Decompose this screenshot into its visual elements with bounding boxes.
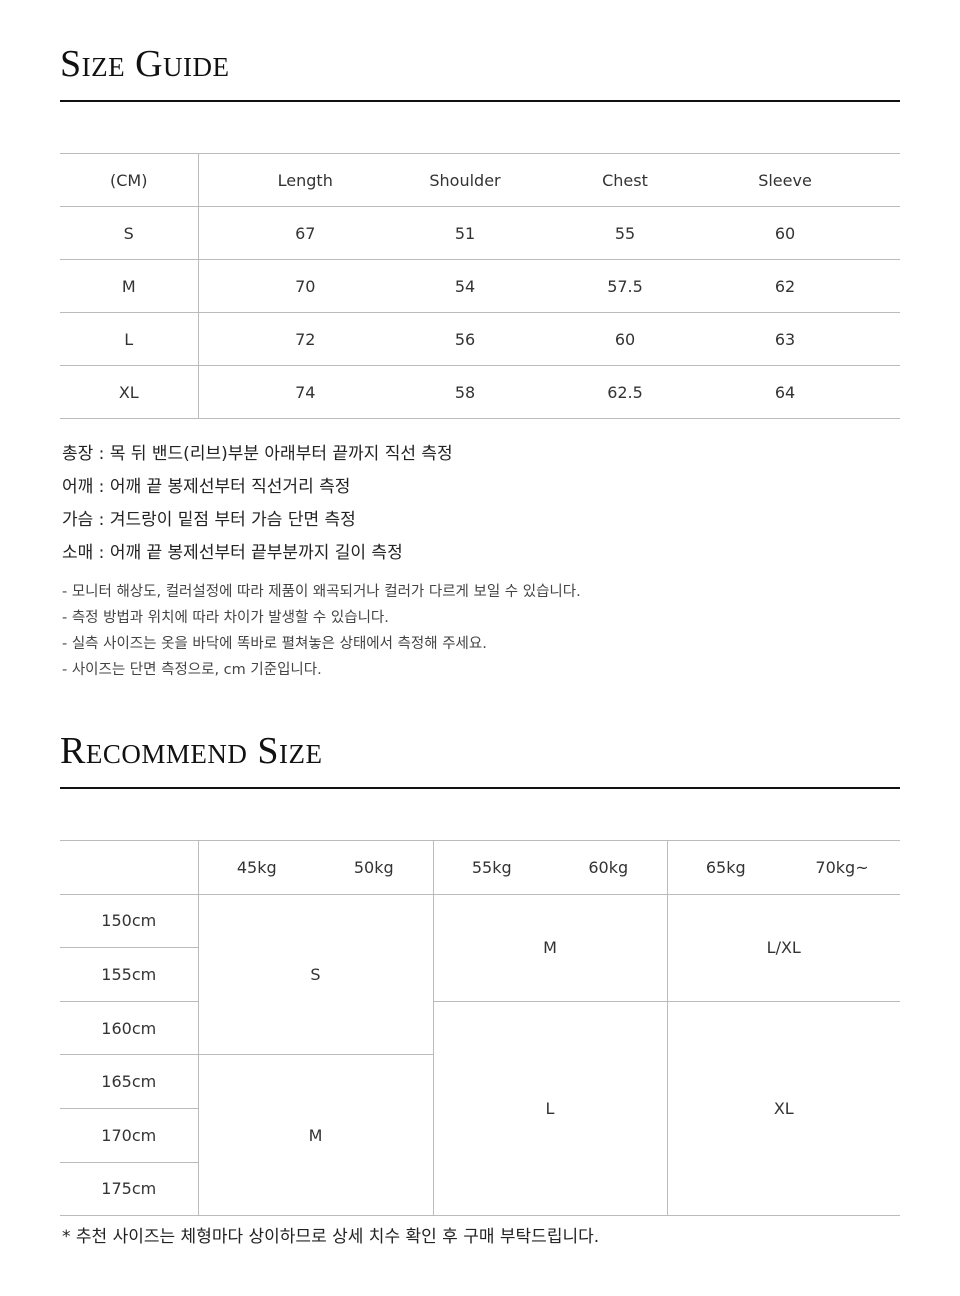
cell: 64: [705, 365, 865, 419]
cell: 60: [545, 312, 705, 366]
size-label: M: [60, 259, 199, 313]
weight-label: 55kg: [433, 840, 550, 895]
size-guide-table: (CM) Length Shoulder Chest Sleeve S 67 5…: [60, 153, 900, 419]
footnote: * 추천 사이즈는 체형마다 상이하므로 상세 치수 확인 후 구매 부탁드립니…: [62, 1227, 600, 1247]
table-row: 175cm: [60, 1162, 900, 1217]
size-cell: M: [433, 894, 668, 1002]
cell: 57.5: [545, 259, 705, 313]
table-row: 160cm L XL: [60, 1001, 900, 1217]
cell: 56: [385, 312, 545, 366]
cell: 55: [545, 206, 705, 260]
height-label: 170cm: [60, 1108, 199, 1163]
table-row: 170cm: [60, 1108, 900, 1163]
header-cell: Shoulder: [385, 153, 545, 207]
note: 총장 : 목 뒤 밴드(리브)부분 아래부터 끝까지 직선 측정: [62, 444, 453, 464]
note: 소매 : 어깨 끝 봉제선부터 끝부분까지 길이 측정: [62, 543, 403, 563]
cell: 62: [705, 259, 865, 313]
table-row: S 67 51 55 60: [60, 206, 900, 260]
disclaimer: - 실측 사이즈는 옷을 바닥에 똑바로 펼쳐놓은 상태에서 측정해 주세요.: [62, 636, 487, 652]
table-row: XL 74 58 62.5 64: [60, 365, 900, 419]
height-label: 155cm: [60, 947, 199, 1002]
height-label: 165cm: [60, 1054, 199, 1109]
table-row: 150cm S M L/XL: [60, 894, 900, 1056]
table-row: 155cm: [60, 947, 900, 1002]
size-cell: L/XL: [667, 894, 900, 1002]
cell: 51: [385, 206, 545, 260]
recommend-size-table: 45kg 50kg 55kg 60kg 65kg 70kg~ 150cm S M…: [60, 840, 900, 1217]
measurement-notes: 총장 : 목 뒤 밴드(리브)부분 아래부터 끝까지 직선 측정 어깨 : 어깨…: [62, 438, 453, 570]
cell: 60: [705, 206, 865, 260]
disclaimer: - 모니터 해상도, 컬러설정에 따라 제품이 왜곡되거나 컬러가 다르게 보일…: [62, 584, 581, 600]
header-cell: Length: [198, 153, 385, 207]
cell: 72: [198, 312, 385, 366]
disclaimer: - 사이즈는 단면 측정으로, cm 기준입니다.: [62, 662, 322, 678]
size-label: XL: [60, 365, 199, 419]
size-label: S: [60, 206, 199, 260]
weight-label: 70kg~: [784, 840, 900, 895]
size-label: L: [60, 312, 199, 366]
size-cell: M: [198, 1054, 434, 1217]
size-cell: L: [433, 1001, 668, 1217]
divider: [60, 100, 900, 102]
cell: 62.5: [545, 365, 705, 419]
cell: 70: [198, 259, 385, 313]
note: 가슴 : 겨드랑이 밑점 부터 가슴 단면 측정: [62, 510, 356, 530]
table-header-row: (CM) Length Shoulder Chest Sleeve: [60, 153, 900, 207]
size-cell: S: [198, 894, 434, 1056]
height-label: 160cm: [60, 1001, 199, 1056]
table-header-row: 45kg 50kg 55kg 60kg 65kg 70kg~: [60, 840, 900, 895]
size-guide-title: Size Guide: [60, 43, 230, 85]
cell: 74: [198, 365, 385, 419]
height-label: 150cm: [60, 894, 199, 949]
table-row: L 72 56 60 63: [60, 312, 900, 366]
table-row: M 70 54 57.5 62: [60, 259, 900, 313]
cell: 63: [705, 312, 865, 366]
disclaimer: - 측정 방법과 위치에 따라 차이가 발생할 수 있습니다.: [62, 610, 389, 626]
disclaimers: - 모니터 해상도, 컬러설정에 따라 제품이 왜곡되거나 컬러가 다르게 보일…: [62, 579, 581, 683]
recommend-size-title: Recommend Size: [60, 730, 323, 772]
header-cell: Sleeve: [705, 153, 865, 207]
size-cell: XL: [667, 1001, 900, 1217]
cell: 54: [385, 259, 545, 313]
header-cell: Chest: [545, 153, 705, 207]
weight-label: 60kg: [550, 840, 668, 895]
weight-label: 45kg: [198, 840, 315, 895]
cell: 58: [385, 365, 545, 419]
height-label: 175cm: [60, 1162, 199, 1217]
cell: 67: [198, 206, 385, 260]
weight-label: 50kg: [315, 840, 434, 895]
table-row: 165cm M: [60, 1054, 900, 1217]
weight-label: 65kg: [667, 840, 784, 895]
divider: [60, 787, 900, 789]
header-cell: (CM): [60, 153, 199, 207]
note: 어깨 : 어깨 끝 봉제선부터 직선거리 측정: [62, 477, 351, 497]
